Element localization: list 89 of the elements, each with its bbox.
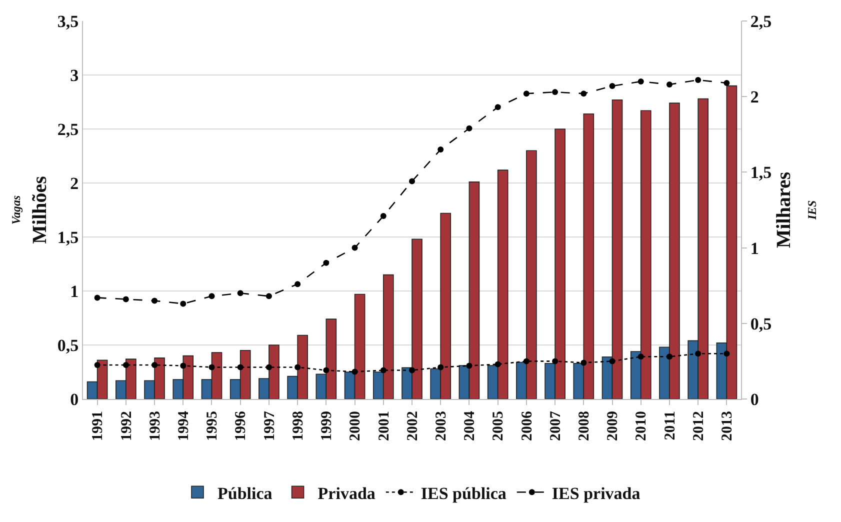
point xyxy=(180,300,186,307)
y-tick-label: 0 xyxy=(70,390,79,409)
y-tick-label: 3,5 xyxy=(57,12,79,31)
point xyxy=(409,178,415,184)
point xyxy=(152,298,158,304)
point xyxy=(523,358,530,364)
x-tick-label: 1991 xyxy=(90,411,106,441)
point xyxy=(666,82,672,88)
legend-label: Pública xyxy=(218,484,273,503)
y-tick-label: 3 xyxy=(70,66,79,85)
x-tick-label: 2001 xyxy=(376,411,392,441)
point xyxy=(352,244,358,251)
legend-label: IES privada xyxy=(552,484,641,503)
point xyxy=(266,293,272,300)
point xyxy=(237,364,244,370)
point xyxy=(695,76,702,83)
x-tick-label: 2013 xyxy=(720,411,736,441)
point xyxy=(122,296,129,302)
point xyxy=(638,78,644,84)
point xyxy=(552,89,558,96)
y2-tick-label: 2 xyxy=(750,88,759,107)
point xyxy=(122,362,129,368)
point xyxy=(266,364,272,370)
x-tick-label: 2006 xyxy=(519,410,536,441)
y-tick-label: 0,5 xyxy=(57,336,79,355)
y-tick-label: 2 xyxy=(70,174,79,193)
point xyxy=(580,90,587,97)
x-tick-label: 1992 xyxy=(118,411,135,441)
point xyxy=(237,290,244,296)
legend-label: Privada xyxy=(318,484,376,503)
y-tick-label: 1,5 xyxy=(57,228,79,247)
x-tick-label: 2003 xyxy=(433,411,450,441)
point xyxy=(609,83,616,90)
point xyxy=(724,350,730,357)
point xyxy=(438,146,444,153)
point xyxy=(438,364,444,370)
x-tick-label: 2010 xyxy=(634,411,650,441)
point xyxy=(494,361,501,368)
point xyxy=(638,354,644,360)
x-tick-label: 1999 xyxy=(319,411,336,441)
x-tick-label: 2008 xyxy=(576,411,593,441)
point xyxy=(466,362,472,369)
x-tick-label: 2007 xyxy=(548,410,564,441)
legend-label: IES pública xyxy=(420,484,507,503)
x-tick-label: 2012 xyxy=(690,411,707,441)
point xyxy=(466,125,472,132)
x-tick-label: 1998 xyxy=(290,411,306,441)
point xyxy=(609,358,616,364)
point xyxy=(94,362,100,368)
y2-tick-label: 1 xyxy=(750,238,759,258)
point xyxy=(208,364,215,370)
x-tick-label: 2004 xyxy=(462,410,478,441)
x-tick-label: 2005 xyxy=(490,411,507,441)
point xyxy=(580,360,587,366)
point xyxy=(409,367,415,374)
point xyxy=(180,362,186,369)
point xyxy=(352,368,358,375)
x-tick-label: 2009 xyxy=(605,411,622,441)
x-tick-label: 2002 xyxy=(404,411,421,441)
point xyxy=(695,350,702,357)
y2-tick-label: 2,5 xyxy=(750,12,772,31)
point xyxy=(294,281,301,288)
point xyxy=(323,260,330,266)
x-tick-label: 1994 xyxy=(176,410,192,441)
point xyxy=(208,293,215,300)
y-axis-title: Vagas Milhões xyxy=(8,176,51,244)
point xyxy=(724,80,730,86)
y-tick-label: 2,5 xyxy=(57,120,79,139)
point xyxy=(152,362,158,368)
x-tick-label: 1995 xyxy=(204,411,221,441)
x-tick-label: 1993 xyxy=(147,411,164,441)
point xyxy=(294,364,301,370)
point xyxy=(94,294,100,301)
x-tick-label: 1996 xyxy=(233,410,250,441)
point xyxy=(323,367,330,374)
point xyxy=(523,90,530,97)
point xyxy=(666,354,672,360)
point xyxy=(380,367,386,374)
y2-tick-label: 0 xyxy=(750,390,759,409)
y2-axis-title: Milhares IES xyxy=(773,172,820,248)
y2-tick-label: 0,5 xyxy=(750,314,772,334)
x-tick-label: 2011 xyxy=(662,411,678,440)
point xyxy=(552,358,558,364)
y2-tick-label: 1,5 xyxy=(750,163,772,182)
x-tick-label: 1997 xyxy=(262,410,278,441)
y-tick-label: 1 xyxy=(70,282,79,301)
point xyxy=(380,213,386,220)
point xyxy=(494,104,501,110)
x-tick-label: 2000 xyxy=(348,411,364,441)
